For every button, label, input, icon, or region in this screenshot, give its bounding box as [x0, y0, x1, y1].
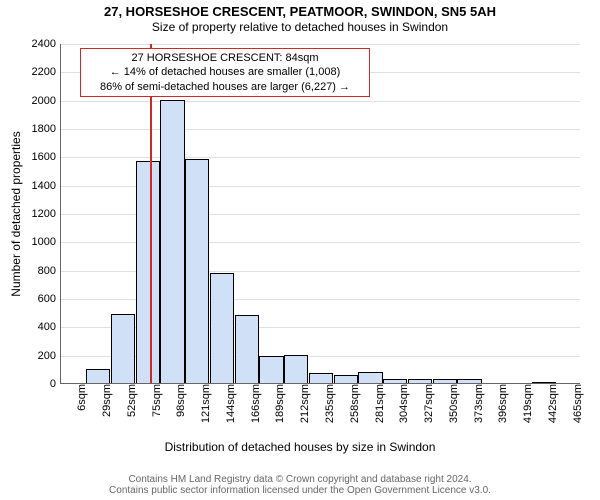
y-tick-label: 1600 — [32, 151, 60, 163]
x-tick-label: 52sqm — [122, 384, 138, 417]
x-tick-label: 235sqm — [320, 384, 336, 423]
y-tick-label: 2400 — [32, 38, 60, 50]
x-tick-label: 350sqm — [444, 384, 460, 423]
bar — [185, 159, 209, 383]
bar — [136, 161, 160, 383]
y-tick-label: 600 — [38, 293, 60, 305]
footer: Contains HM Land Registry data © Crown c… — [0, 474, 600, 496]
bar — [309, 373, 333, 383]
bar — [433, 379, 457, 383]
chart-container: 27, HORSESHOE CRESCENT, PEATMOOR, SWINDO… — [0, 0, 600, 500]
footer-line-2: Contains public sector information licen… — [0, 485, 600, 496]
x-tick-label: 396sqm — [493, 384, 509, 423]
bar — [532, 382, 556, 383]
x-tick-label: 121sqm — [196, 384, 212, 423]
bar — [383, 379, 407, 383]
x-tick-label: 327sqm — [419, 384, 435, 423]
x-tick-label: 442sqm — [543, 384, 559, 423]
gridline — [61, 157, 580, 158]
y-tick-label: 0 — [50, 378, 60, 390]
y-tick-label: 1200 — [32, 208, 60, 220]
bar — [408, 379, 432, 383]
bar — [111, 314, 135, 383]
gridline — [61, 101, 580, 102]
footer-line-1: Contains HM Land Registry data © Crown c… — [0, 474, 600, 485]
bar — [457, 379, 481, 383]
y-tick-label: 400 — [38, 321, 60, 333]
x-tick-label: 166sqm — [246, 384, 262, 423]
y-tick-label: 1400 — [32, 180, 60, 192]
x-tick-label: 189sqm — [270, 384, 286, 423]
gridline — [61, 44, 580, 45]
annotation-line-3: 86% of semi-detached houses are larger (… — [87, 80, 363, 94]
chart-title: 27, HORSESHOE CRESCENT, PEATMOOR, SWINDO… — [0, 0, 600, 20]
y-tick-label: 1000 — [32, 236, 60, 248]
x-tick-label: 144sqm — [221, 384, 237, 423]
bar — [284, 355, 308, 383]
x-tick-label: 29sqm — [97, 384, 113, 417]
y-tick-label: 1800 — [32, 123, 60, 135]
bar — [259, 356, 283, 383]
x-tick-label: 419sqm — [518, 384, 534, 423]
bar — [235, 315, 259, 383]
x-tick-label: 98sqm — [171, 384, 187, 417]
x-tick-label: 6sqm — [72, 384, 88, 411]
x-tick-label: 281sqm — [370, 384, 386, 423]
bar — [334, 375, 358, 384]
bar — [160, 100, 184, 383]
annotation-line-2: ← 14% of detached houses are smaller (1,… — [87, 65, 363, 79]
y-axis-label: Number of detached properties — [9, 131, 23, 296]
y-tick-label: 200 — [38, 350, 60, 362]
x-tick-label: 75sqm — [147, 384, 163, 417]
x-tick-label: 304sqm — [394, 384, 410, 423]
annotation-box: 27 HORSESHOE CRESCENT: 84sqm ← 14% of de… — [80, 48, 370, 97]
gridline — [61, 129, 580, 130]
plot-area: 27 HORSESHOE CRESCENT: 84sqm ← 14% of de… — [60, 44, 580, 384]
bar — [86, 369, 110, 383]
chart-subtitle: Size of property relative to detached ho… — [0, 20, 600, 34]
bar — [210, 273, 234, 384]
bar — [358, 372, 382, 383]
x-tick-label: 373sqm — [469, 384, 485, 423]
x-axis-label: Distribution of detached houses by size … — [0, 440, 600, 454]
x-tick-label: 258sqm — [345, 384, 361, 423]
annotation-line-1: 27 HORSESHOE CRESCENT: 84sqm — [87, 51, 363, 65]
y-tick-label: 800 — [38, 265, 60, 277]
x-tick-label: 465sqm — [568, 384, 584, 423]
x-tick-label: 212sqm — [295, 384, 311, 423]
y-tick-label: 2000 — [32, 95, 60, 107]
y-tick-label: 2200 — [32, 66, 60, 78]
